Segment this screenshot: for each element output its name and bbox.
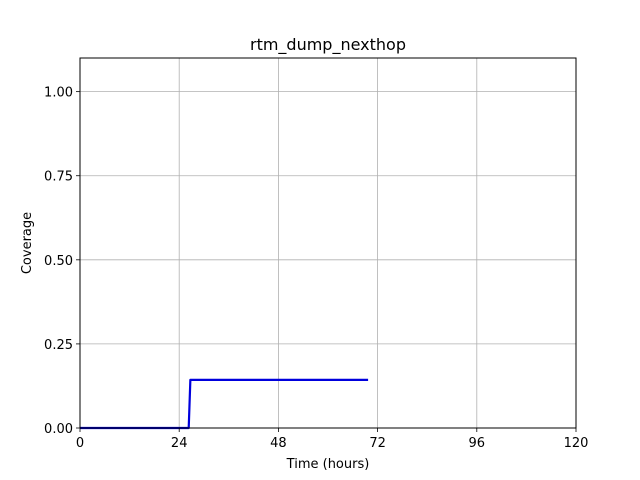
chart-title: rtm_dump_nexthop — [250, 35, 406, 55]
y-tick-label: 0.75 — [44, 170, 73, 185]
x-tick-label: 120 — [564, 436, 589, 451]
plot-frame — [79, 57, 577, 429]
y-tick-label: 1.00 — [44, 86, 73, 101]
x-tick-label: 72 — [369, 436, 386, 451]
x-tick-label: 96 — [469, 436, 486, 451]
x-axis-label: Time (hours) — [286, 457, 370, 472]
y-tick-label: 0.25 — [44, 338, 73, 353]
axis-ticks: 0 24 48 72 96 120 0.00 0.25 0.50 0.75 1.00 — [44, 86, 588, 451]
x-tick-label: 24 — [171, 436, 188, 451]
y-tick-label: 0.50 — [44, 254, 73, 269]
x-tick-label: 48 — [270, 436, 287, 451]
y-axis-label: Coverage — [20, 212, 35, 274]
x-tick-label: 0 — [76, 436, 84, 451]
y-tick-label: 0.00 — [44, 422, 73, 437]
